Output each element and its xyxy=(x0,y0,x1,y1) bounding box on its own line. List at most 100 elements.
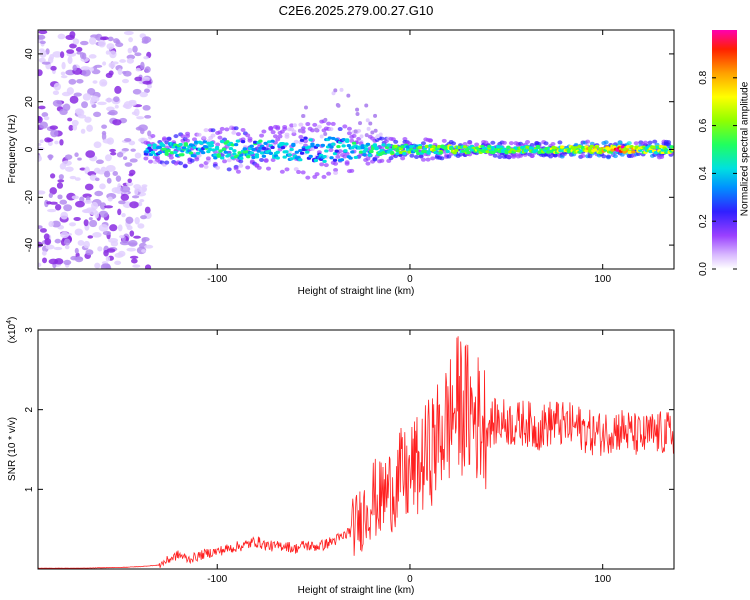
band-halo-cell xyxy=(196,132,202,137)
noise-cell xyxy=(77,157,82,161)
band-core-cell xyxy=(218,149,223,153)
snr-panel: -100 0 100 1 2 3 Height of straight line (km… xyxy=(6,317,675,596)
band-core-cell xyxy=(461,149,466,153)
noise-cell xyxy=(144,244,154,249)
band-core-cell xyxy=(402,151,407,156)
noise-cell xyxy=(87,88,96,96)
noise-cell xyxy=(140,61,145,70)
band-core-cell xyxy=(610,148,615,152)
band-halo-cell xyxy=(210,133,216,138)
noise-cell xyxy=(104,170,111,178)
band-halo-cell xyxy=(543,141,549,146)
band-core-cell xyxy=(275,156,280,160)
noise-cell xyxy=(138,201,143,207)
band-core-cell xyxy=(336,144,341,149)
noise-cell xyxy=(109,50,117,59)
band-halo-cell xyxy=(219,153,225,158)
band-halo-cell xyxy=(282,124,288,129)
band-halo-cell xyxy=(210,128,216,133)
band-halo-cell xyxy=(333,161,339,166)
band-core-cell xyxy=(360,146,365,150)
noise-cell xyxy=(57,33,66,40)
band-halo-cell xyxy=(143,156,149,161)
band-halo-cell xyxy=(217,130,223,135)
band-halo-cell xyxy=(182,164,188,169)
band-halo-cell xyxy=(420,141,426,146)
band-halo-cell xyxy=(309,147,315,152)
noise-cell xyxy=(60,231,70,239)
noise-cell xyxy=(122,71,127,75)
band-core-cell xyxy=(211,148,216,152)
scatter-cell xyxy=(323,131,328,136)
band-core-cell xyxy=(313,158,319,163)
noise-cell xyxy=(38,69,43,77)
noise-cell xyxy=(128,140,136,146)
noise-cell xyxy=(94,190,104,197)
noise-cell xyxy=(47,208,57,213)
band-core-cell xyxy=(284,142,289,146)
noise-cell xyxy=(109,148,116,153)
band-core-cell xyxy=(553,146,558,150)
band-core-cell xyxy=(369,149,374,153)
band-halo-cell xyxy=(168,155,174,160)
band-halo-cell xyxy=(289,123,295,128)
noise-cell xyxy=(54,140,59,145)
x-tick-label: -100 xyxy=(207,574,227,585)
y-tick-label: 1 xyxy=(24,486,35,492)
band-core-cell xyxy=(254,153,260,157)
band-core-cell xyxy=(181,146,187,150)
band-halo-cell xyxy=(203,164,209,169)
scatter-cell xyxy=(378,132,383,137)
noise-cell xyxy=(54,204,62,211)
noise-cell xyxy=(52,90,60,96)
noise-cell xyxy=(61,61,66,70)
noise-cell xyxy=(52,51,63,58)
band-core-cell xyxy=(150,151,156,155)
noise-cell xyxy=(89,67,95,72)
y-tick-label: -20 xyxy=(24,190,35,205)
noise-cell xyxy=(39,228,47,233)
band-core-cell xyxy=(393,144,398,148)
band-halo-cell xyxy=(203,128,209,133)
noise-cell xyxy=(107,111,116,116)
band-core-cell xyxy=(202,140,208,144)
noise-cell xyxy=(71,195,79,200)
noise-cell xyxy=(49,173,56,179)
noise-cell xyxy=(105,165,116,172)
band-halo-cell xyxy=(305,122,311,127)
band-halo-cell xyxy=(328,127,334,132)
scatter-cell xyxy=(364,103,369,108)
band-core-cell xyxy=(261,146,267,150)
band-core-cell xyxy=(445,149,450,154)
noise-cell xyxy=(112,119,122,126)
band-core-cell xyxy=(161,143,166,148)
noise-cell xyxy=(44,238,52,246)
band-core-cell xyxy=(589,144,594,149)
noise-cell xyxy=(105,154,112,162)
noise-cell xyxy=(122,104,130,109)
band-core-cell xyxy=(207,147,213,152)
band-halo-cell xyxy=(316,124,322,129)
noise-cell xyxy=(101,124,108,129)
band-core-cell xyxy=(395,152,400,156)
band-core-cell xyxy=(230,156,235,160)
band-halo-cell xyxy=(439,156,445,161)
band-core-cell xyxy=(658,144,664,149)
band-core-cell xyxy=(232,152,237,156)
band-halo-cell xyxy=(224,127,230,132)
noise-cell xyxy=(38,241,43,248)
scatter-cell xyxy=(359,134,364,139)
spectrogram-x-label: Height of straight line (km) xyxy=(298,286,415,297)
band-core-cell xyxy=(270,139,275,143)
band-core-cell xyxy=(605,146,610,150)
band-core-cell xyxy=(348,156,353,160)
band-core-cell xyxy=(367,153,372,157)
spectrogram-marks xyxy=(38,30,674,269)
spectrogram-panel: -100 0 100 -40 -20 0 20 40 Height of straight … xyxy=(7,29,675,297)
noise-cell xyxy=(62,160,72,166)
band-halo-cell xyxy=(233,126,239,131)
scatter-cell xyxy=(292,123,297,128)
band-halo-cell xyxy=(420,157,426,162)
band-core-cell xyxy=(157,145,163,149)
noise-cell xyxy=(117,224,123,232)
